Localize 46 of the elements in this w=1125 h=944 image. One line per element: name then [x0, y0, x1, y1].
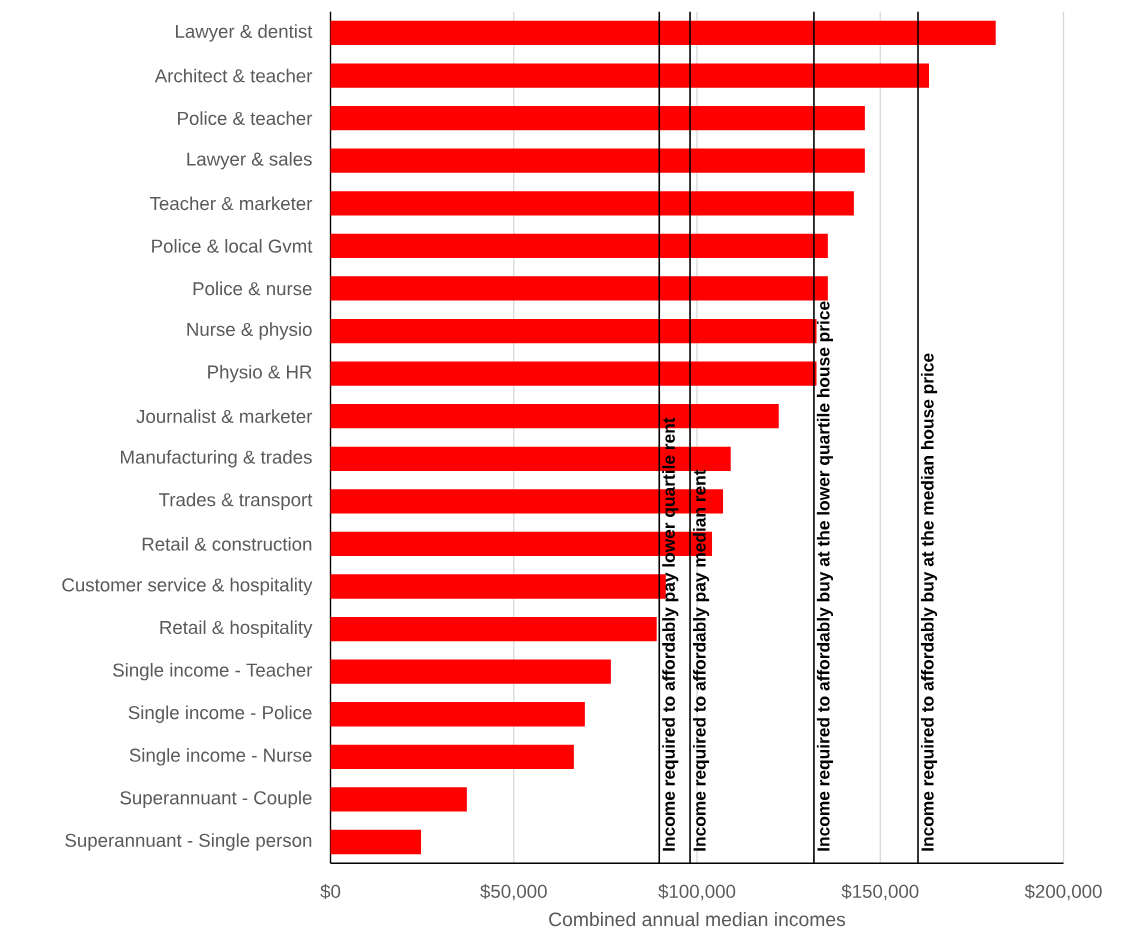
y-tick-label: Police & nurse [193, 281, 312, 296]
bar [330, 702, 585, 727]
y-tick-label: Physio & HR [208, 364, 312, 383]
bar [330, 787, 467, 812]
bar [330, 318, 817, 344]
x-tick-label: $0 [320, 883, 341, 900]
y-tick-label: Single income - Nurse [129, 748, 312, 766]
y-tick-label: Retail & hospitality [160, 620, 313, 638]
x-tick-label: $50,000 [480, 883, 547, 901]
y-tick-label: Lawyer & sales [187, 152, 312, 170]
bar [330, 829, 422, 855]
y-tick-label: Police & local Gvmt [152, 239, 313, 253]
y-tick-label: Journalist & marketer [136, 409, 313, 424]
ref-line-label: Income required to affordably pay median rent [692, 469, 710, 851]
y-tick-label: Single income - Teacher [113, 662, 313, 681]
y-tick-label: Single income - Police [128, 705, 312, 723]
y-tick-label: Lawyer & dentist [176, 24, 313, 42]
ref-line-label: Income required to affordably buy at the lower quartile house price [816, 301, 834, 851]
x-axis-title: Combined annual median incomes [549, 912, 846, 927]
bar [330, 20, 996, 46]
y-tick-label: Architect & teacher [154, 68, 313, 83]
y-tick-label: Manufacturing & trades [121, 450, 312, 468]
y-tick-label: Teacher & marketer [150, 196, 313, 211]
x-tick-label: $150,000 [841, 883, 919, 901]
y-tick-label: Police & teacher [178, 111, 313, 125]
x-tick-label: $100,000 [658, 883, 736, 901]
bar [330, 233, 828, 258]
bar [330, 659, 611, 684]
bar [330, 574, 666, 599]
y-tick-label: Nurse & physio [187, 322, 312, 340]
bar [330, 105, 865, 131]
y-tick-label: Superannuant - Couple [120, 790, 312, 809]
bar [330, 616, 657, 642]
x-tick-label: $200,000 [1024, 883, 1102, 901]
y-tick-label: Superannuant - Single person [65, 833, 312, 851]
bar [330, 191, 854, 216]
bar [330, 361, 817, 386]
y-tick-label: Customer service & hospitality [62, 577, 313, 596]
y-tick-label: Retail & construction [142, 537, 312, 551]
bar [330, 63, 930, 88]
ref-line-label: Income required to affordably buy at the median house price [920, 353, 938, 851]
bar [330, 148, 865, 173]
ref-line-label: Income required to affordably pay lower quartile rent [662, 417, 679, 851]
y-tick-label: Trades & transport [158, 492, 313, 511]
bar [330, 276, 828, 301]
bar [330, 744, 574, 769]
